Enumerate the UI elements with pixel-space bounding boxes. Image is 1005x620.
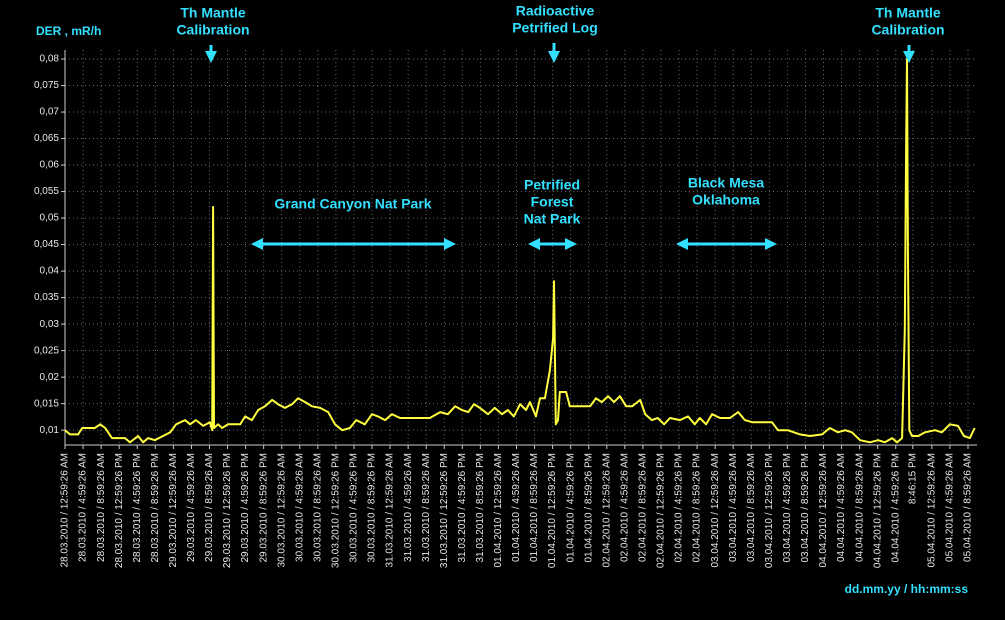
annotation-text: Th Mantle xyxy=(875,5,941,21)
y-tick-label: 0,04 xyxy=(40,266,60,277)
annotation-text: Calibration xyxy=(871,22,944,38)
x-tick-label: 31.03.2010 / 8:59:26 PM xyxy=(475,453,486,563)
x-tick-label: 31.03.2010 / 12:59:26 PM xyxy=(439,453,450,568)
annotation-text: Nat Park xyxy=(524,211,581,227)
x-tick-label: 31.03.2010 / 4:59:26 PM xyxy=(457,453,468,563)
x-tick-label: 8:46:15 PM xyxy=(907,453,918,504)
x-tick-label: 30.03.2010 / 12:59:26 AM xyxy=(276,453,287,568)
x-tick-label: 05.04.2010 / 4:59:26 AM xyxy=(945,453,956,562)
annotation-text: Calibration xyxy=(176,22,249,38)
annotation-text: Oklahoma xyxy=(692,192,760,208)
x-tick-label: 04.04.2010 / 4:59:26 PM xyxy=(890,453,901,563)
y-tick-label: 0,01 xyxy=(40,425,60,436)
x-tick-label: 28.03.2010 / 4:59:26 PM xyxy=(132,453,143,563)
data-line xyxy=(64,58,976,444)
x-tick-label: 02.04.2010 / 8:59:26 AM xyxy=(638,453,649,562)
y-tick-label: 0,08 xyxy=(40,54,60,65)
x-tick-label: 30.03.2010 / 8:59:26 AM xyxy=(312,453,323,562)
x-tick-label: 02.04.2010 / 12:59:26 PM xyxy=(656,453,667,568)
x-tick-label: 31.03.2010 / 8:59:26 AM xyxy=(421,453,432,562)
x-tick-label: 30.03.2010 / 4:59:26 AM xyxy=(294,453,305,562)
x-tick-label: 02.04.2010 / 4:59:26 PM xyxy=(674,453,685,563)
y-tick-label: 0,075 xyxy=(34,80,59,91)
y-tick-label: 0,055 xyxy=(34,186,59,197)
x-tick-label: 04.04.2010 / 12:59:26 PM xyxy=(872,453,883,568)
x-tick-label: 29.03.2010 / 12:59:26 PM xyxy=(222,453,233,568)
annotation-text: Radioactive xyxy=(516,3,595,19)
x-tick-label: 29.03.2010 / 4:59:26 PM xyxy=(240,453,251,563)
x-tick-label: 28.03.2010 / 12:59:26 PM xyxy=(114,453,125,568)
annotation-text: Black Mesa xyxy=(688,175,764,191)
y-tick-label: 0,025 xyxy=(34,345,59,356)
x-tick-label: 03.04.2010 / 12:59:26 PM xyxy=(764,453,775,568)
x-tick-label: 29.03.2010 / 12:59:26 AM xyxy=(168,453,179,568)
x-tick-label: 29.03.2010 / 4:59:26 AM xyxy=(186,453,197,562)
x-tick-label: 03.04.2010 / 8:59:26 AM xyxy=(746,453,757,562)
y-tick-label: 0,015 xyxy=(34,398,59,409)
y-tick-label: 0,06 xyxy=(40,160,60,171)
x-tick-label: 30.03.2010 / 8:59:26 PM xyxy=(367,453,378,563)
x-tick-label: 03.04.2010 / 4:59:26 PM xyxy=(782,453,793,563)
y-tick-label: 0,05 xyxy=(40,213,60,224)
y-tick-label: 0,02 xyxy=(40,372,60,383)
annotation-text: Petrified Log xyxy=(512,20,598,36)
y-tick-label: 0,07 xyxy=(40,107,60,118)
x-tick-label: 01.04.2010 / 4:59:26 AM xyxy=(511,453,522,562)
x-tick-label: 01.04.2010 / 4:59:26 PM xyxy=(565,453,576,563)
x-tick-label: 02.04.2010 / 12:59:26 AM xyxy=(601,453,612,568)
x-tick-label: 01.04.2010 / 8:59:26 AM xyxy=(529,453,540,562)
y-tick-label: 0,065 xyxy=(34,133,59,144)
x-tick-label: 28.03.2010 / 4:59:26 AM xyxy=(78,453,89,562)
x-tick-label: 03.04.2010 / 8:59:26 PM xyxy=(800,453,811,563)
x-axis-label: dd.mm.yy / hh:mm:ss xyxy=(845,582,969,596)
x-tick-label: 02.04.2010 / 8:59:26 PM xyxy=(692,453,703,563)
x-tick-label: 03.04.2010 / 12:59:26 AM xyxy=(710,453,721,568)
x-tick-label: 30.03.2010 / 12:59:26 PM xyxy=(331,453,342,568)
x-tick-label: 03.04.2010 / 4:59:26 AM xyxy=(728,453,739,562)
annotation-text: Th Mantle xyxy=(180,5,246,21)
annotation-text: Grand Canyon Nat Park xyxy=(274,196,431,212)
x-tick-label: 01.04.2010 / 12:59:26 AM xyxy=(493,453,504,568)
x-tick-label: 04.04.2010 / 8:59:26 AM xyxy=(854,453,865,562)
y-axis-label: DER , mR/h xyxy=(36,24,101,38)
x-tick-label: 04.04.2010 / 12:59:26 AM xyxy=(818,453,829,568)
annotation-text: Forest xyxy=(531,194,574,210)
x-tick-label: 29.03.2010 / 8:59:26 AM xyxy=(204,453,215,562)
x-tick-label: 28.03.2010 / 8:59:26 AM xyxy=(96,453,107,562)
x-tick-label: 01.04.2010 / 12:59:26 PM xyxy=(547,453,558,568)
x-tick-label: 31.03.2010 / 4:59:26 AM xyxy=(403,453,414,562)
annotation-text: Petrified xyxy=(524,177,580,193)
x-tick-label: 28.03.2010 / 12:59:26 AM xyxy=(60,453,71,568)
x-tick-label: 01.04.2010 / 8:59:26 PM xyxy=(583,453,594,563)
x-tick-label: 31.03.2010 / 12:59:26 AM xyxy=(385,453,396,568)
x-tick-label: 02.04.2010 / 4:59:26 AM xyxy=(619,453,630,562)
y-tick-label: 0,045 xyxy=(34,239,59,250)
x-tick-label: 29.03.2010 / 8:59:26 PM xyxy=(258,453,269,563)
y-tick-label: 0,035 xyxy=(34,292,59,303)
x-tick-label: 04.04.2010 / 4:59:26 AM xyxy=(836,453,847,562)
x-tick-label: 05.04.2010 / 12:59:26 AM xyxy=(926,453,937,568)
y-tick-label: 0,03 xyxy=(40,319,60,330)
x-tick-label: 28.03.2010 / 8:59:26 PM xyxy=(150,453,161,563)
x-tick-label: 30.03.2010 / 4:59:26 PM xyxy=(349,453,360,563)
x-tick-label: 05.04.2010 / 8:59:26 AM xyxy=(963,453,974,562)
